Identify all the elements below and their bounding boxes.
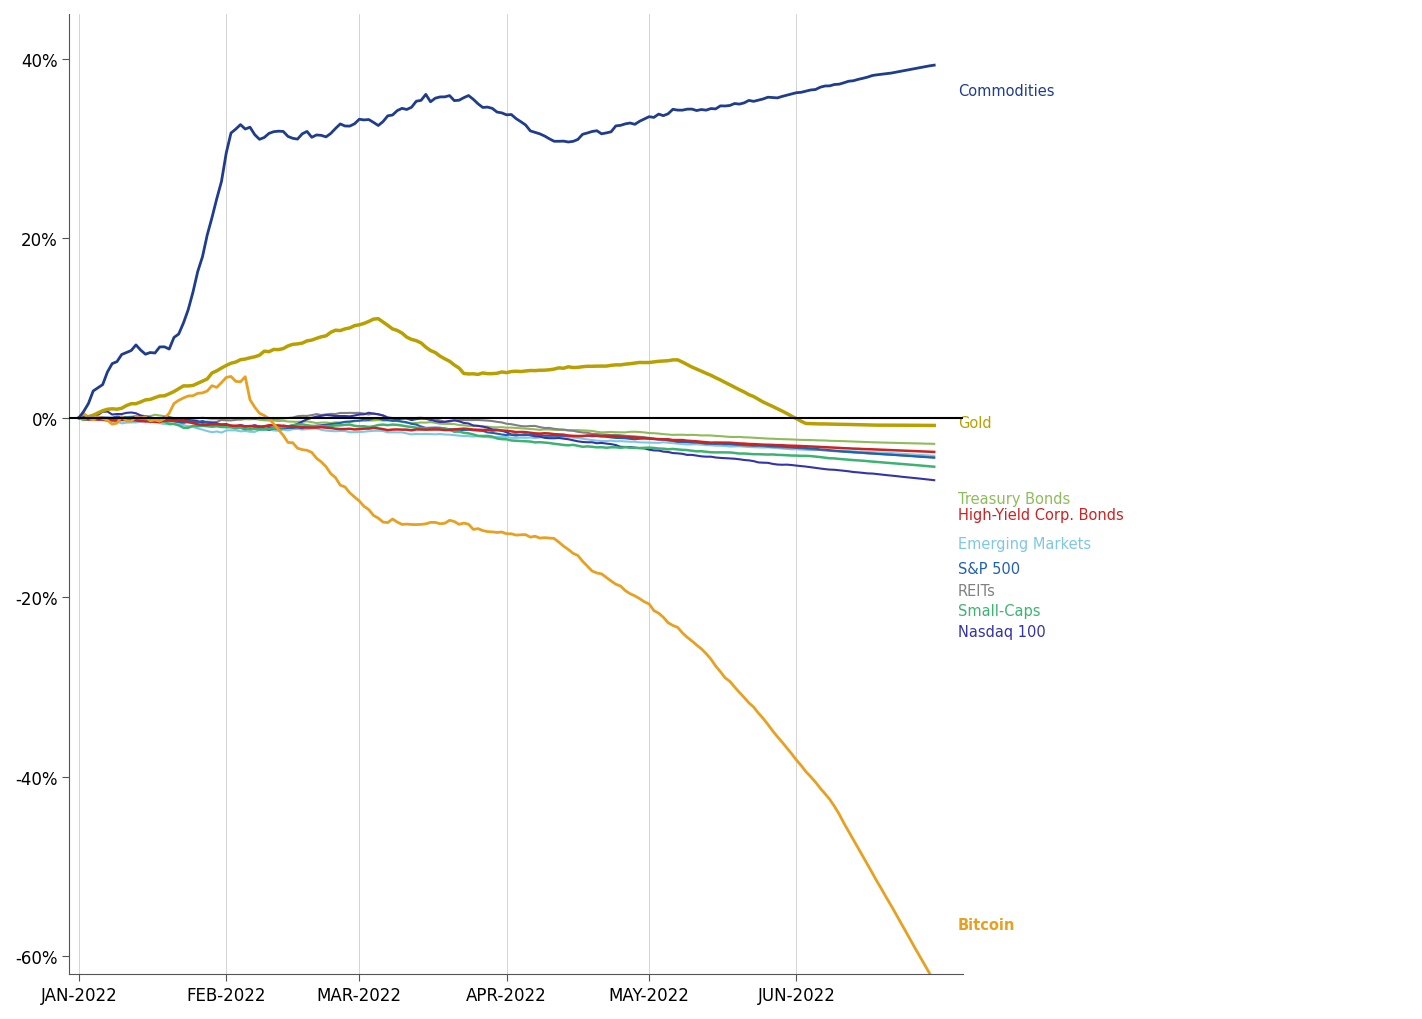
Text: Nasdaq 100: Nasdaq 100: [958, 625, 1045, 639]
Text: Treasury Bonds: Treasury Bonds: [958, 491, 1071, 506]
Text: Emerging Markets: Emerging Markets: [958, 536, 1091, 551]
Text: REITs: REITs: [958, 583, 995, 598]
Text: Small-Caps: Small-Caps: [958, 603, 1041, 619]
Text: High-Yield Corp. Bonds: High-Yield Corp. Bonds: [958, 507, 1123, 523]
Text: Commodities: Commodities: [958, 84, 1055, 99]
Text: Bitcoin: Bitcoin: [958, 917, 1015, 932]
Text: Gold: Gold: [958, 416, 991, 430]
Text: S&P 500: S&P 500: [958, 561, 1020, 577]
